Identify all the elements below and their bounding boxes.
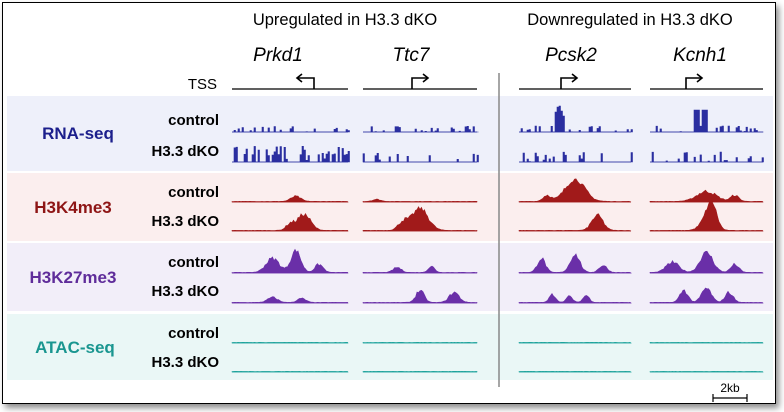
tss-arrow-kcnh1 <box>685 73 704 89</box>
h3k27me3-dko-ttc7-signal <box>362 289 478 304</box>
gene-label-prkd1: Prkd1 <box>253 45 303 66</box>
assay-label-h3k27me3: H3K27me3 <box>30 268 117 287</box>
signal-tracks <box>231 105 764 373</box>
sample-label-rna-dko: H3.3 dKO <box>151 143 219 160</box>
tss-arrow-pcsk2 <box>560 73 579 89</box>
h3k4me3-control-prkd1-signal <box>231 195 349 203</box>
figure-frame: Upregulated in H3.3 dKO Downregulated in… <box>2 2 776 404</box>
h3k4me3-control-kcnh1-signal <box>649 189 764 203</box>
sample-label-h3k27-control: control <box>168 254 219 271</box>
sample-label-h3k4-dko: H3.3 dKO <box>151 213 219 230</box>
h3k27me3-dko-pcsk2-signal <box>518 292 632 304</box>
assay-label-atac-seq: ATAC-seq <box>35 338 115 357</box>
h3k4me3-dko-kcnh1-signal <box>649 200 764 232</box>
h3k4me3-control-pcsk2-signal <box>518 178 632 203</box>
assay-label-rna-seq: RNA-seq <box>42 124 114 143</box>
h3k27me3-dko-prkd1-signal <box>231 296 349 304</box>
tss-label: TSS <box>188 76 217 93</box>
h3k27me3-control-ttc7-signal <box>362 265 478 274</box>
assay-label-h3k4me3: H3K4me3 <box>34 198 112 217</box>
header-downregulated: Downregulated in H3.3 dKO <box>527 11 733 29</box>
h3k27me3-control-prkd1-signal <box>231 248 349 274</box>
h3k27me3-control-kcnh1-signal <box>649 250 764 274</box>
h3k4me3-dko-pcsk2-signal <box>518 213 632 232</box>
h3k27me3-dko-kcnh1-signal <box>649 287 764 304</box>
gene-label-ttc7: Ttc7 <box>393 45 431 66</box>
gene-label-kcnh1: Kcnh1 <box>673 45 727 66</box>
sample-label-h3k4-control: control <box>168 184 219 201</box>
sample-label-rna-control: control <box>168 112 219 129</box>
sample-label-atac-control: control <box>168 325 219 342</box>
sample-label-atac-dko: H3.3 dKO <box>151 354 219 371</box>
tss-arrow-ttc7 <box>411 73 430 89</box>
sample-label-h3k27-dko: H3.3 dKO <box>151 283 219 300</box>
genome-browser-figure: Upregulated in H3.3 dKO Downregulated in… <box>7 11 773 402</box>
tss-arrow-prkd1 <box>295 73 315 89</box>
scale-bar-label: 2kb <box>720 381 740 395</box>
band-h3k27me3 <box>7 243 773 311</box>
h3k27me3-control-pcsk2-signal <box>518 253 633 274</box>
band-h3k4me3 <box>7 173 773 241</box>
scale-bar <box>712 394 748 402</box>
header-upregulated: Upregulated in H3.3 dKO <box>253 11 438 29</box>
h3k4me3-dko-prkd1-signal <box>231 212 349 232</box>
h3k4me3-dko-ttc7-signal <box>362 206 478 232</box>
band-atac-seq <box>7 314 773 380</box>
gene-label-pcsk2: Pcsk2 <box>545 45 597 66</box>
